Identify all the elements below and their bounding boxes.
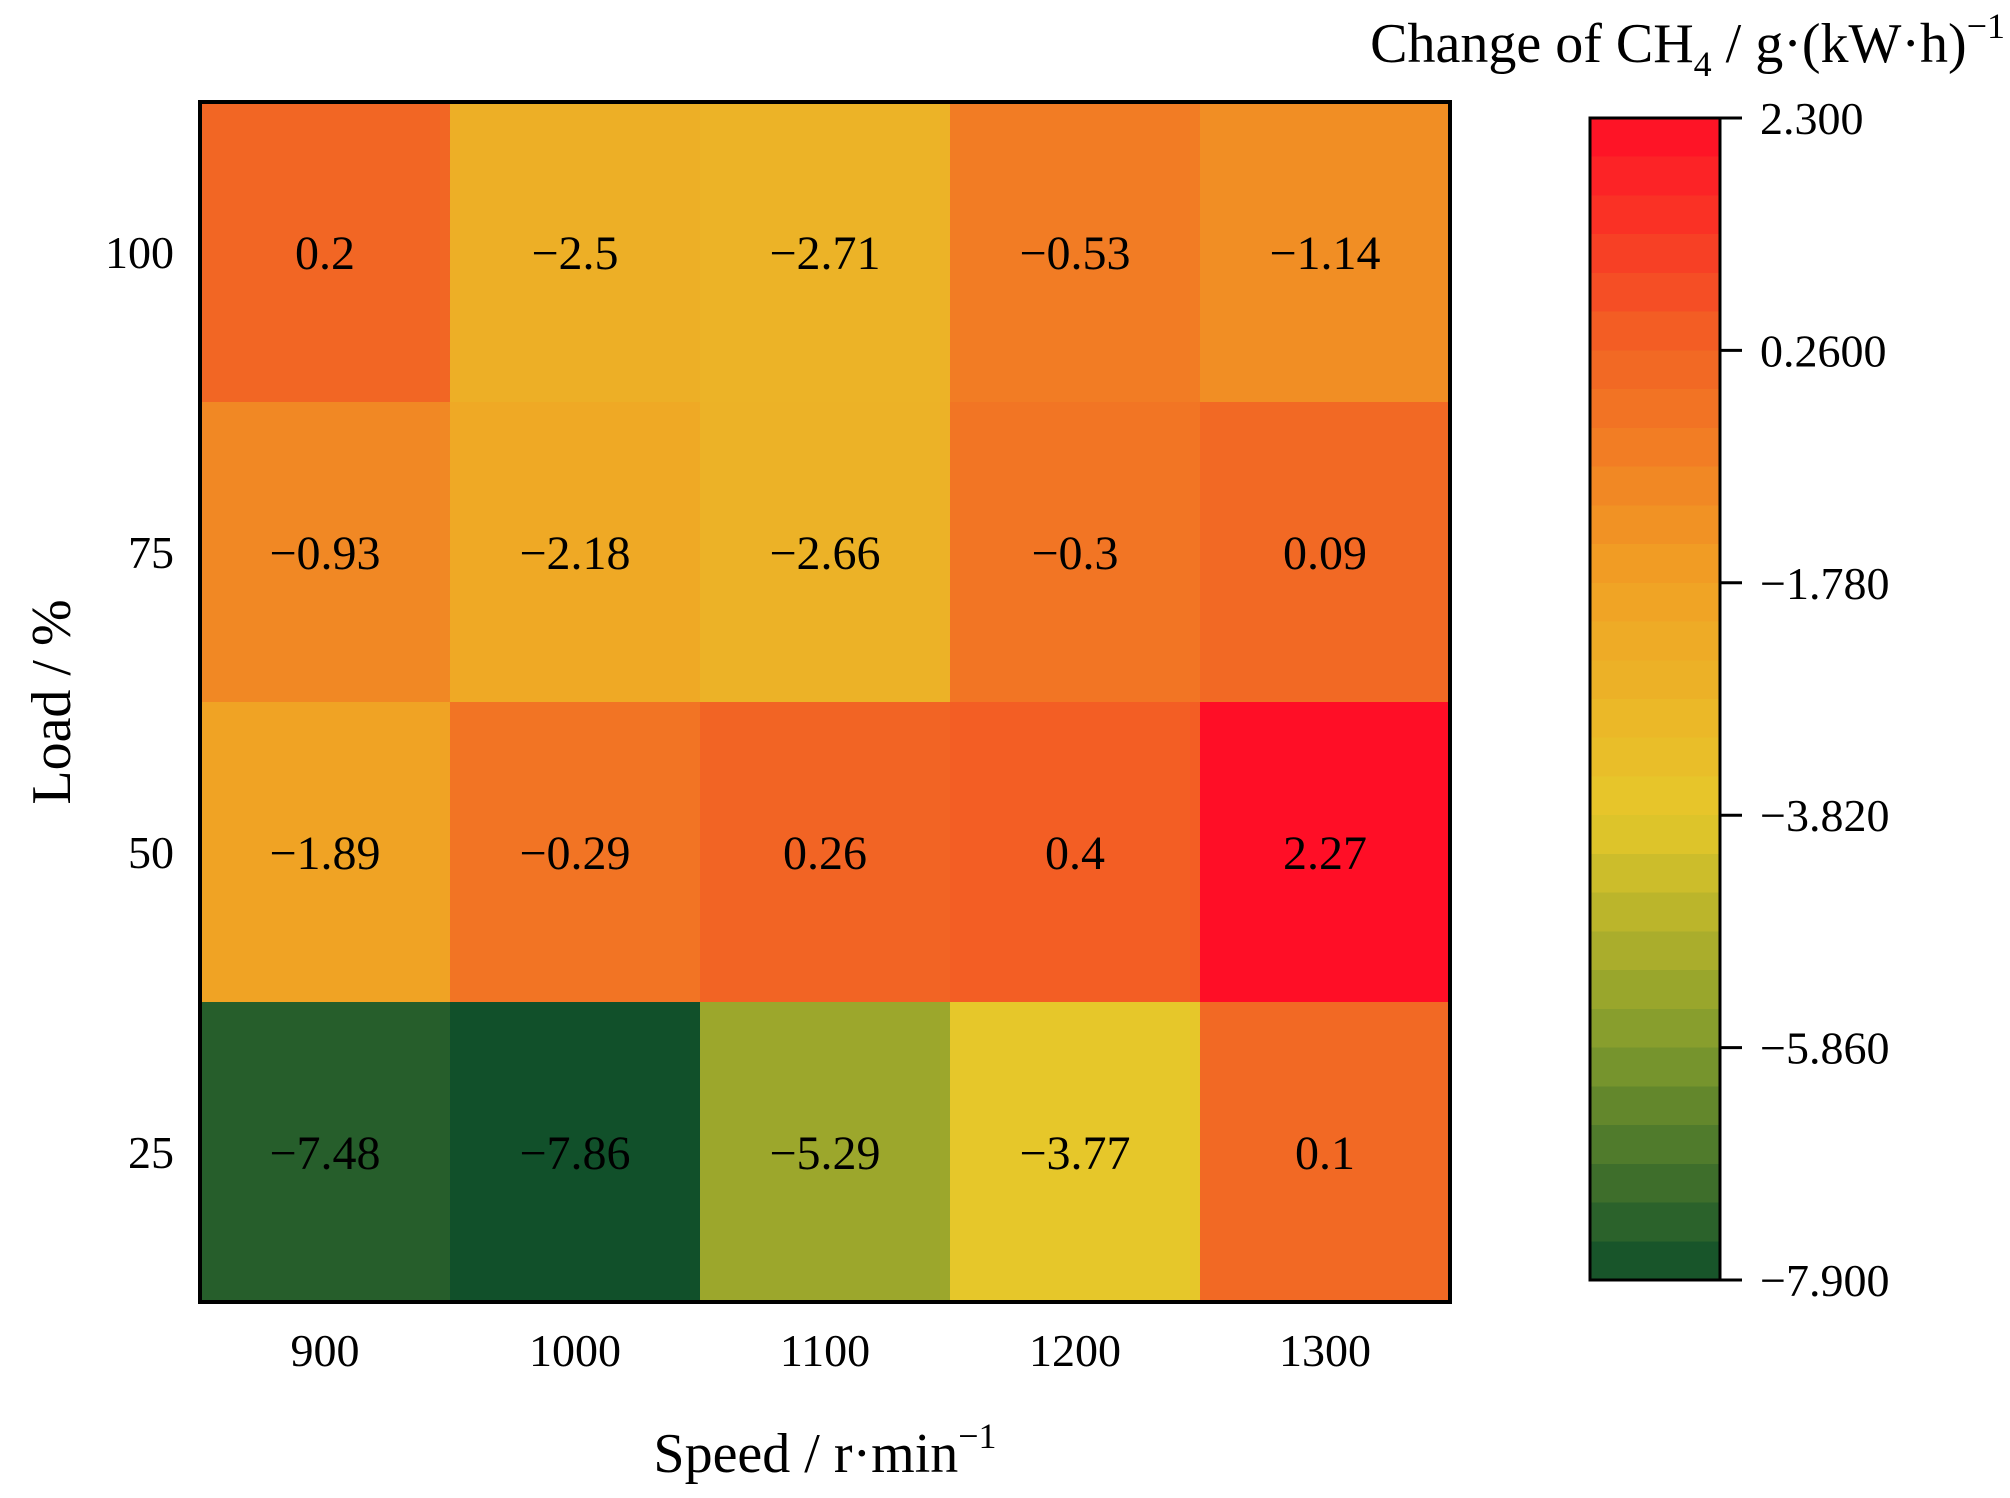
- colorbar-tick-label: −3.820: [1760, 790, 1889, 841]
- heatmap-cell: [950, 102, 1201, 403]
- x-tick-label: 1000: [529, 1325, 621, 1376]
- cell-value-label: 2.27: [1283, 827, 1367, 880]
- x-tick-label: 1200: [1029, 1325, 1121, 1376]
- cell-value-label: 0.4: [1045, 827, 1105, 880]
- cell-value-label: −2.18: [519, 527, 630, 580]
- cell-value-label: −2.66: [769, 527, 880, 580]
- heatmap-cell: [700, 1002, 951, 1303]
- cell-value-label: 0.2: [295, 227, 355, 280]
- x-tick-label: 1300: [1279, 1325, 1371, 1376]
- colorbar-title-subscript: 4: [1694, 44, 1712, 84]
- colorbar-ticks: 2.300 0.2600 −1.780 −3.820 −5.860 −7.900: [1720, 93, 1889, 1306]
- colorbar-tick-label: 2.300: [1760, 93, 1864, 144]
- cell-value-label: −3.77: [1019, 1127, 1130, 1180]
- heatmap-cell: [1200, 102, 1451, 403]
- heatmap-cell-labels: 0.2 −2.5 −2.71 −0.53 −1.14 −0.93 −2.18 −2.66 −0.…: [269, 227, 1380, 1180]
- colorbar-title-superscript: −1: [1967, 6, 2005, 46]
- heatmap-cell: [700, 102, 951, 403]
- x-axis-title: Speed / r·min−1: [653, 1416, 996, 1485]
- y-axis-ticks: 100 75 50 25: [105, 227, 174, 1178]
- cell-value-label: −0.3: [1031, 527, 1118, 580]
- cell-value-label: −0.93: [269, 527, 380, 580]
- x-axis-ticks: 900 1000 1100 1200 1300: [291, 1325, 1372, 1376]
- heatmap-cell: [200, 402, 451, 703]
- cell-value-label: −5.29: [769, 1127, 880, 1180]
- cell-value-label: −2.71: [769, 227, 880, 280]
- y-tick-label: 25: [128, 1127, 174, 1178]
- cell-value-label: −0.29: [519, 827, 630, 880]
- colorbar-tick-label: −5.860: [1760, 1023, 1889, 1074]
- cell-value-label: 0.1: [1295, 1127, 1355, 1180]
- heatmap-cell: [450, 402, 701, 703]
- heatmap-cell: [1200, 1002, 1451, 1303]
- cell-value-label: 0.26: [783, 827, 867, 880]
- cell-value-label: −1.14: [1269, 227, 1380, 280]
- heatmap-cell: [950, 702, 1201, 1003]
- heatmap-cell: [200, 102, 451, 403]
- cell-value-label: −2.5: [531, 227, 618, 280]
- heatmap-cell: [450, 702, 701, 1003]
- y-tick-label: 100: [105, 227, 174, 278]
- y-tick-label: 50: [128, 827, 174, 878]
- y-tick-label: 75: [128, 527, 174, 578]
- y-axis-title: Load / %: [21, 599, 83, 804]
- plot-frame: [198, 100, 1452, 1304]
- heatmap-cell: [1200, 702, 1451, 1003]
- heatmap-cell: [950, 1002, 1201, 1303]
- colorbar-tick-label: −7.900: [1760, 1255, 1889, 1306]
- x-axis-title-superscript: −1: [958, 1416, 996, 1456]
- colorbar-title: Change of CH4 / g·(kW·h)−1: [1370, 6, 2005, 84]
- heatmap-cell: [950, 402, 1201, 703]
- heatmap-cell: [700, 702, 951, 1003]
- heatmap-cell: [450, 102, 701, 403]
- colorbar-tick-label: −1.780: [1760, 558, 1889, 609]
- cell-value-label: −7.86: [519, 1127, 630, 1180]
- heatmap-cell: [450, 1002, 701, 1303]
- cell-value-label: −1.89: [269, 827, 380, 880]
- heatmap-cell: [200, 1002, 451, 1303]
- colorbar-tick-label: 0.2600: [1760, 325, 1887, 376]
- heatmap-cell: [200, 702, 451, 1003]
- cell-value-label: −0.53: [1019, 227, 1130, 280]
- x-tick-label: 900: [291, 1325, 360, 1376]
- heatmap-cell: [1200, 402, 1451, 703]
- cell-value-label: −7.48: [269, 1127, 380, 1180]
- cell-value-label: 0.09: [1283, 527, 1367, 580]
- heatmap-cell: [700, 402, 951, 703]
- heatmap-cells: [200, 102, 1451, 1303]
- colorbar: [1588, 116, 1722, 1282]
- x-tick-label: 1100: [780, 1325, 870, 1376]
